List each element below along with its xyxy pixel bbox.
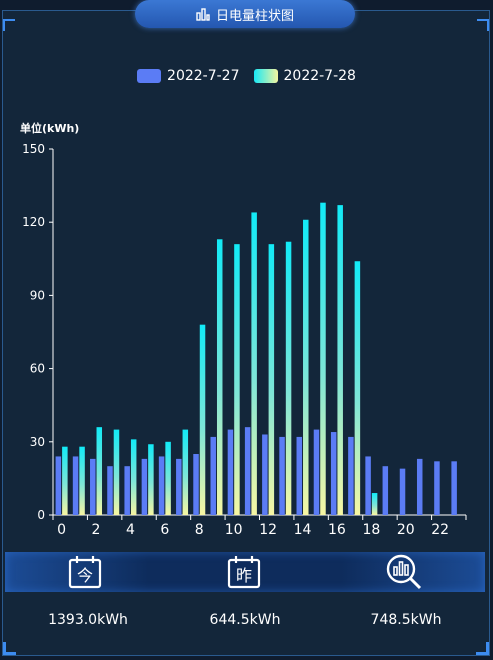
y-axis-label: 单位(kWh) (20, 121, 79, 135)
corner-decoration (477, 19, 489, 31)
y-tick-label: 60 (30, 362, 45, 376)
bar-series-2 (182, 429, 189, 515)
today-energy-value: 1393.0kWh (48, 612, 128, 628)
bar-series-1 (434, 461, 440, 515)
bar-series-1 (365, 456, 371, 515)
bar-series-1 (244, 427, 251, 515)
bar-series-2 (303, 219, 309, 515)
legend-item-series-2[interactable]: 2022-7-28 (253, 68, 356, 84)
legend-swatch (253, 69, 278, 83)
y-tick-label: 150 (22, 142, 45, 156)
bar-series-2 (371, 493, 378, 515)
x-tick-label: 4 (126, 522, 135, 538)
bar-chart: 单位(kWh) 0 30 60 90 120 150 0 2 4 6 8 10 12 14 16 18 20 22 (20, 121, 467, 538)
chart-legend: 2022-7-27 2022-7-28 (0, 68, 493, 84)
corner-decoration (3, 642, 16, 655)
legend-label: 2022-7-28 (283, 68, 356, 84)
bar-series-1 (451, 461, 457, 515)
bar-series-1 (124, 466, 130, 515)
y-tick-label: 30 (30, 435, 45, 449)
yesterday-energy-value: 644.5kWh (209, 612, 281, 628)
y-tick-label: 120 (22, 215, 45, 229)
bar-series-1 (348, 436, 354, 515)
panel-title: 日电量柱状图 (135, 0, 355, 28)
bar-series-2 (320, 202, 326, 515)
legend-item-series-1[interactable]: 2022-7-27 (137, 68, 240, 84)
x-tick-label: 22 (431, 522, 449, 538)
bar-series-1 (262, 434, 268, 515)
bar-series-1 (399, 468, 406, 515)
calendar-yesterday-icon: 昨 (224, 552, 264, 592)
x-tick-label: 6 (160, 522, 169, 538)
bar-series-2 (354, 261, 361, 515)
bar-chart-icon (196, 8, 210, 21)
bar-series-1 (382, 466, 389, 515)
bar-series-1 (227, 429, 234, 515)
bar-series-1 (176, 458, 182, 515)
bar-series-2 (165, 441, 171, 515)
bar-series-2 (251, 212, 257, 515)
bar-series-2 (337, 205, 343, 515)
bar-series-1 (313, 429, 320, 515)
bar-series-1 (416, 458, 423, 515)
bar-series-1 (141, 458, 148, 515)
bar-series-2 (216, 239, 223, 515)
bar-series-1 (296, 436, 303, 515)
bar-series-2 (96, 427, 103, 515)
x-tick-label: 20 (397, 522, 415, 538)
analytics-icon (384, 552, 424, 592)
x-tick-label: 16 (328, 522, 346, 538)
y-tick-label: 0 (37, 508, 45, 522)
bar-series-1 (193, 454, 199, 515)
bar-series-1 (279, 436, 285, 515)
bar-series-2 (62, 446, 68, 515)
bar-series-1 (210, 436, 216, 515)
bar-series-1 (158, 456, 165, 515)
x-tick-label: 0 (57, 522, 66, 538)
svg-text:昨: 昨 (236, 566, 252, 585)
bar-series-2 (113, 429, 120, 515)
bar-series-2 (79, 446, 85, 515)
panel-title-text: 日电量柱状图 (215, 8, 294, 24)
difference-energy-value: 748.5kWh (370, 612, 442, 628)
x-tick-label: 12 (259, 522, 277, 538)
x-tick-label: 18 (362, 522, 380, 538)
calendar-today-icon: 今 (65, 552, 105, 592)
bar-series-1 (72, 456, 79, 515)
chart-panel (2, 10, 490, 656)
legend-label: 2022-7-27 (167, 68, 240, 84)
x-tick-label: 14 (294, 522, 312, 538)
bar-series-2 (268, 244, 275, 515)
bar-series-2 (199, 324, 206, 515)
legend-swatch (137, 69, 162, 83)
corner-decoration (476, 642, 489, 655)
y-tick-label: 90 (30, 288, 45, 302)
bar-series-1 (107, 466, 113, 515)
bar-series-1 (55, 456, 62, 515)
bar-series-2 (285, 241, 292, 515)
bar-series-2 (234, 244, 240, 515)
bar-series-1 (90, 458, 96, 515)
corner-decoration (3, 19, 15, 31)
x-tick-label: 8 (195, 522, 204, 538)
bar-series-2 (148, 444, 154, 515)
svg-text:今: 今 (77, 566, 93, 585)
bar-series-1 (330, 432, 337, 515)
bar-series-2 (130, 439, 137, 515)
x-tick-label: 2 (92, 522, 101, 538)
x-tick-label: 10 (225, 522, 243, 538)
